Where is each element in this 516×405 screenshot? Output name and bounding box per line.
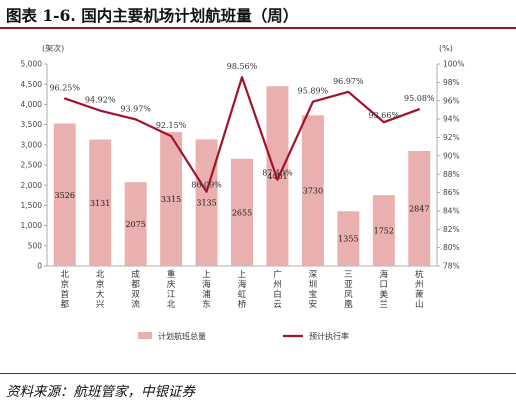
figure-title: 图表 1-6. 国内主要机场计划航班量（周）: [6, 6, 299, 25]
left-tick-label: 0: [37, 262, 42, 271]
bar-value-label: 2847: [409, 204, 429, 213]
bar-value-label: 2655: [232, 208, 252, 217]
line-labels: 96.25% 94.92% 93.97% 92.15% 86.09% 98.56% 87.4…: [49, 62, 434, 189]
bar-value-label: 2075: [125, 220, 145, 229]
legend-bar-label: 计划航班总量: [158, 331, 206, 341]
category-label: 上海虹桥: [238, 270, 247, 310]
bar-value-label: 1355: [338, 235, 358, 244]
left-axis-unit: (架次): [42, 43, 64, 53]
category-label: 北京大兴: [96, 270, 105, 310]
bar-value-label: 3131: [90, 199, 110, 208]
category-label: 北京首都: [60, 270, 69, 310]
right-axis-unit: (%): [439, 44, 453, 53]
bar: [53, 123, 76, 267]
right-tick-label: 98%: [443, 78, 460, 87]
bar: [266, 86, 289, 266]
line-point: [418, 108, 421, 110]
category-label: 三亚凤凰: [344, 270, 353, 310]
line-point: [347, 91, 350, 93]
category-label: 重庆江北: [167, 269, 176, 310]
left-tick-label: 1,000: [21, 221, 43, 230]
combo-chart: 0 500 1,000 1,500 2,000 2,500 3,000 3,500 4,000 4…: [21, 43, 465, 341]
line-value-label: 87.40%: [262, 169, 293, 178]
right-tick-label: 86%: [443, 188, 460, 197]
left-tick-label: 1,500: [21, 201, 43, 210]
bar: [301, 115, 324, 266]
right-tick-label: 94%: [443, 115, 460, 124]
line-value-label: 94.92%: [85, 96, 116, 105]
title-rule: [0, 27, 516, 29]
category-label: 上海浦东: [202, 270, 211, 310]
source-rule: [0, 373, 516, 374]
left-tick-label: 4,000: [21, 100, 43, 109]
bar-value-label: 3135: [196, 199, 216, 208]
line-value-label: 95.08%: [404, 94, 435, 103]
line-value-label: 96.25%: [49, 83, 80, 92]
left-tick-label: 3,000: [21, 140, 43, 149]
category-label: 成都双流: [131, 269, 140, 310]
line-value-label: 86.09%: [191, 181, 222, 190]
line-value-label: 93.66%: [369, 111, 400, 120]
bar: [124, 182, 147, 266]
line-point: [170, 135, 172, 137]
right-tick-label: 80%: [443, 243, 460, 252]
legend-line-label: 预计执行率: [309, 331, 349, 341]
bar-series: [53, 86, 431, 267]
bar: [372, 195, 395, 266]
category-labels: 北京首都 北京大兴 成都双流 重庆江北 上海浦东 上海虹桥 广州白云 深圳宝安 三亚凤凰 海口美兰…: [60, 269, 424, 310]
line-point: [241, 76, 243, 79]
line-point: [276, 178, 279, 181]
category-label: 杭州萧山: [415, 269, 424, 310]
bar: [337, 211, 360, 266]
left-tick-label: 4,500: [21, 80, 43, 89]
line-point: [205, 190, 208, 193]
category-label: 海口美兰: [380, 269, 389, 310]
category-label: 深圳宝安: [309, 270, 318, 310]
right-tick-label: 82%: [443, 225, 460, 234]
legend-bar-swatch: [138, 332, 152, 339]
right-tick-label: 100%: [443, 60, 464, 69]
left-tick-label: 2,000: [21, 181, 43, 190]
line-point: [312, 100, 314, 103]
source-note: 资料来源：航班管家，中银证券: [6, 384, 195, 400]
line-point: [383, 121, 385, 124]
line-point: [63, 97, 66, 100]
bar: [408, 150, 431, 266]
bar-value-label: 3315: [161, 195, 181, 204]
right-tick-label: 78%: [443, 262, 460, 271]
legend: 计划航班总量 预计执行率: [138, 331, 349, 341]
line-point: [134, 118, 137, 121]
right-tick-label: 90%: [443, 151, 460, 160]
bar: [160, 132, 183, 266]
right-tick-label: 84%: [443, 207, 460, 216]
left-tick-label: 500: [28, 241, 43, 250]
bar-value-label: 3526: [55, 191, 75, 200]
right-tick-label: 92%: [443, 133, 460, 142]
left-tick-label: 5,000: [21, 60, 43, 69]
left-tick-label: 2,500: [21, 161, 43, 170]
line-value-label: 95.89%: [298, 87, 329, 96]
line-value-label: 96.97%: [333, 77, 364, 86]
line-value-label: 92.15%: [156, 121, 187, 130]
bar: [231, 158, 253, 266]
line-value-label: 98.56%: [227, 62, 258, 71]
line-value-label: 93.97%: [120, 104, 151, 113]
left-tick-label: 3,500: [21, 120, 43, 129]
line-point: [99, 109, 101, 112]
right-tick-label: 88%: [443, 170, 460, 179]
right-axis: 78% 80% 82% 84% 86% 88% 90% 92% 94% 96% 98% 100% (%): [436, 44, 464, 271]
category-label: 广州白云: [273, 269, 282, 310]
bar: [89, 139, 112, 266]
bar-value-label: 1752: [374, 227, 394, 236]
bar-value-label: 3730: [303, 187, 323, 196]
right-tick-label: 96%: [443, 96, 460, 105]
line-series: [63, 76, 421, 193]
